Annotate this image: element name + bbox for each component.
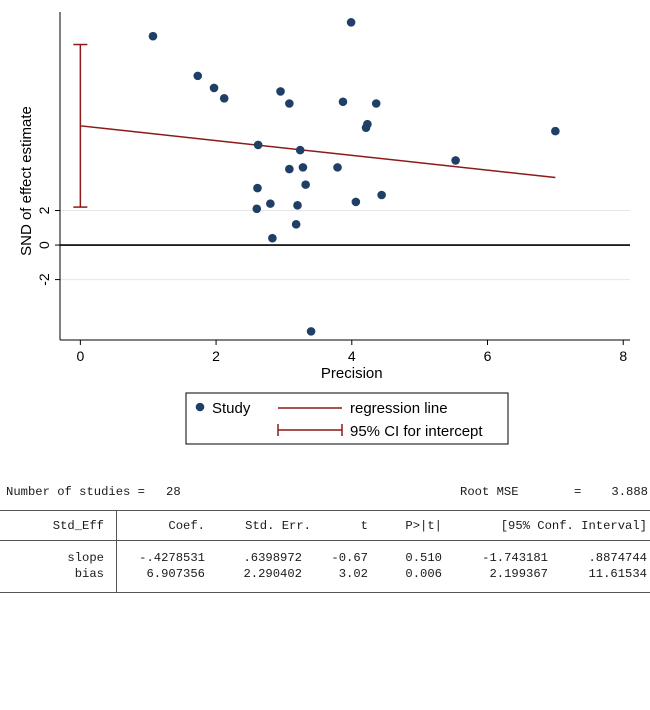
study-point: [209, 83, 219, 93]
row-ci-upper: 11.61534: [588, 567, 647, 581]
study-point: [295, 145, 305, 155]
legend-study-marker: [195, 402, 205, 412]
study-point: [371, 99, 381, 108]
table-column-divider: [116, 510, 117, 592]
study-point: [253, 183, 262, 193]
row-coef: -.4278531: [139, 551, 205, 565]
x-tick-label: 6: [484, 348, 492, 364]
row-name: bias: [74, 567, 104, 581]
row-se: .6398972: [243, 551, 302, 565]
row-p: 0.006: [405, 567, 442, 581]
row-coef: 6.907356: [146, 567, 205, 581]
n-studies-label: Number of studies =: [6, 485, 145, 499]
x-tick-label: 4: [348, 348, 356, 364]
rmse-label: Root MSE: [460, 485, 519, 499]
y-tick-label: 2: [36, 206, 52, 214]
legend: Study regression line 95% CI for intercept: [185, 392, 509, 445]
x-tick-label: 0: [76, 348, 84, 364]
table-row-slope: slope -.4278531 .6398972 -0.67 0.510 -1.…: [0, 550, 650, 566]
y-tick-label: 0: [36, 241, 52, 249]
funnel-regression-chart: 0 2 4 6 8 -2 0 2 Precision SND of effect estimate…: [18, 12, 630, 445]
header-std-eff: Std_Eff: [52, 519, 104, 533]
row-ci-upper: .8874744: [588, 551, 647, 565]
study-point: [333, 163, 342, 172]
study-point: [285, 164, 294, 174]
table-row-bias: bias 6.907356 2.290402 3.02 0.006 2.1993…: [0, 566, 650, 582]
study-point: [338, 97, 348, 107]
study-point: [377, 190, 386, 200]
chart-svg: 0 2 4 6 8 -2 0 2 Precision SND of effect estimate…: [18, 12, 630, 445]
study-point: [351, 197, 361, 207]
table-header-rule: [0, 540, 650, 541]
study-point: [363, 119, 372, 129]
header-t: t: [360, 519, 368, 533]
header-p: P>|t|: [405, 519, 442, 533]
study-point: [306, 327, 316, 336]
legend-ci-label: 95% CI for intercept: [350, 423, 483, 440]
study-point: [346, 18, 356, 27]
row-p: 0.510: [405, 551, 442, 565]
study-point: [298, 163, 308, 172]
study-point: [285, 99, 294, 108]
x-tick-label: 8: [619, 348, 627, 364]
study-point: [268, 233, 277, 243]
rmse-equals: =: [574, 485, 582, 499]
study-point: [291, 220, 301, 229]
study-point: [252, 204, 262, 214]
study-point: [148, 31, 158, 41]
legend-box: [185, 392, 509, 445]
study-point: [293, 201, 302, 210]
study-point: [253, 140, 263, 150]
study-point: [193, 71, 203, 81]
x-tick-label: 2: [212, 348, 220, 364]
row-name: slope: [67, 551, 104, 565]
row-se: 2.290402: [243, 567, 302, 581]
stats-summary-row: Number of studies = 28 Root MSE = 3.888: [0, 484, 650, 500]
row-t: -0.67: [331, 551, 368, 565]
table-header-row: Std_Eff Coef. Std. Err. t P>|t| [95% Con…: [0, 518, 650, 534]
rmse-value: 3.888: [611, 485, 648, 499]
legend-study-label: Study: [212, 400, 251, 417]
study-point: [276, 87, 285, 96]
study-point: [266, 199, 275, 208]
study-point: [301, 180, 310, 189]
y-tick-label: -2: [36, 273, 52, 286]
study-point: [219, 94, 229, 103]
table-top-rule: [0, 510, 650, 511]
n-studies-value: 28: [166, 485, 181, 499]
study-point: [451, 156, 460, 165]
study-point: [551, 126, 560, 136]
legend-regression-label: regression line: [350, 400, 448, 417]
row-ci-lower: -1.743181: [482, 551, 548, 565]
regression-stats-output: Number of studies = 28 Root MSE = 3.888 …: [0, 484, 650, 694]
header-coef: Coef.: [168, 519, 205, 533]
row-t: 3.02: [338, 567, 368, 581]
regression-line: [80, 125, 556, 179]
x-axis-title: Precision: [321, 365, 383, 382]
y-axis-title: SND of effect estimate: [18, 106, 35, 256]
header-ci: [95% Conf. Interval]: [500, 519, 647, 533]
header-std-err: Std. Err.: [245, 519, 311, 533]
row-ci-lower: 2.199367: [489, 567, 548, 581]
